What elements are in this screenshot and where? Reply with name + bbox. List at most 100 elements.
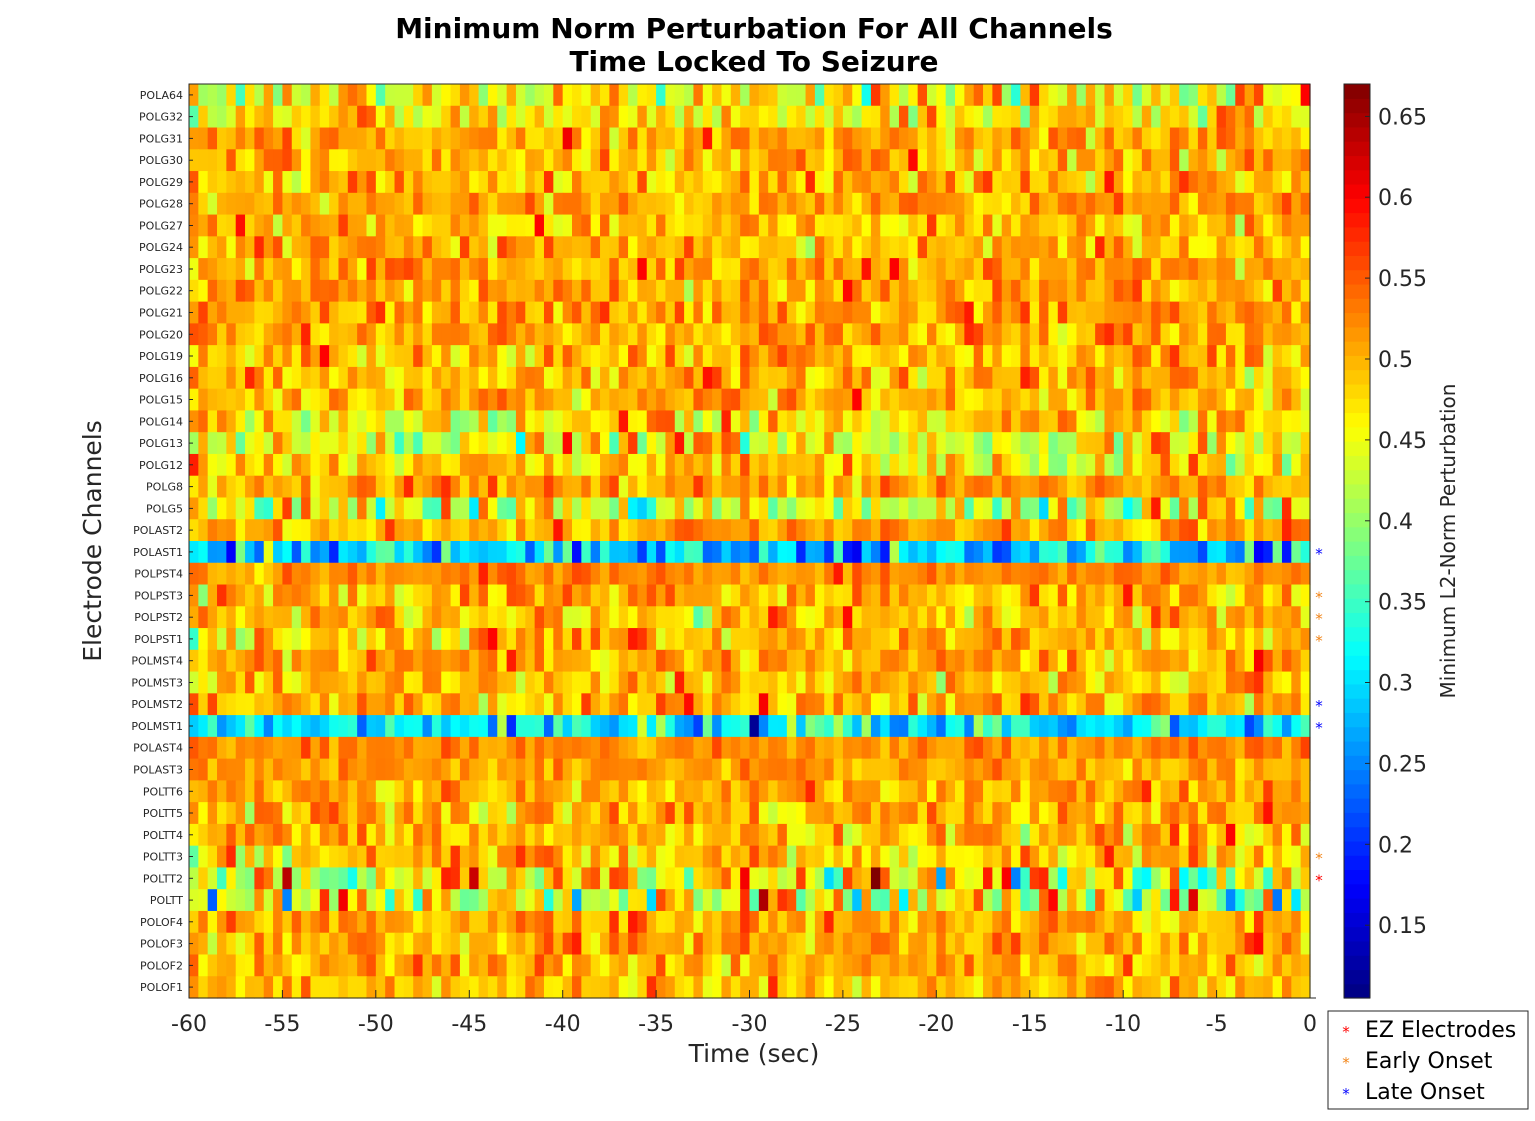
heatmap-cell	[459, 976, 470, 999]
heatmap-cell	[534, 258, 545, 281]
heatmap-cell	[1281, 715, 1292, 738]
heatmap-cell	[310, 192, 321, 216]
heatmap-cell	[338, 606, 349, 629]
heatmap-cell	[226, 410, 237, 433]
heatmap-cell	[562, 192, 573, 216]
heatmap-cell	[217, 736, 227, 760]
heatmap-cell	[1151, 410, 1162, 433]
heatmap-cell	[870, 736, 881, 760]
heatmap-cell	[291, 214, 302, 237]
heatmap-cell	[301, 214, 312, 237]
heatmap-cell	[1132, 127, 1143, 150]
heatmap-cell	[431, 301, 442, 324]
heatmap-cell	[1272, 606, 1283, 629]
heatmap-cell	[245, 649, 255, 673]
heatmap-cell	[880, 345, 891, 368]
heatmap-cell	[870, 279, 881, 303]
heatmap-cell	[693, 584, 704, 607]
heatmap-cell	[805, 432, 816, 455]
heatmap-cell	[441, 584, 452, 607]
heatmap-cell	[1179, 279, 1190, 303]
heatmap-cell	[1188, 345, 1199, 368]
heatmap-cell	[357, 127, 368, 150]
heatmap-cell	[908, 279, 919, 303]
heatmap-cell	[665, 628, 676, 651]
heatmap-cell	[749, 214, 760, 237]
heatmap-cell	[282, 301, 293, 324]
heatmap-cell	[721, 301, 732, 324]
heatmap-cell	[310, 323, 321, 346]
heatmap-cell	[301, 84, 312, 107]
heatmap-cell	[478, 715, 489, 738]
heatmap-cell	[777, 845, 788, 869]
heatmap-cell	[1095, 954, 1106, 977]
heatmap-cell	[824, 127, 835, 150]
heatmap-cell	[786, 628, 797, 651]
heatmap-cell	[478, 519, 489, 542]
heatmap-cell	[665, 127, 676, 150]
heatmap-cell	[329, 366, 340, 390]
heatmap-cell	[1001, 214, 1012, 237]
heatmap-cell	[357, 301, 368, 324]
heatmap-cell	[1300, 823, 1311, 847]
heatmap-cell	[758, 432, 769, 455]
heatmap-cell	[1160, 867, 1171, 890]
heatmap-cell	[684, 976, 695, 999]
heatmap-cell	[936, 736, 947, 760]
heatmap-cell	[441, 889, 452, 912]
heatmap-cell	[805, 976, 816, 999]
heatmap-cell	[347, 780, 358, 803]
heatmap-cell	[609, 693, 620, 716]
heatmap-cell	[656, 584, 667, 607]
heatmap-cell	[861, 867, 872, 890]
heatmap-cell	[1141, 214, 1152, 237]
heatmap-cell	[983, 214, 993, 237]
heatmap-cell	[291, 932, 302, 956]
heatmap-cell	[600, 562, 610, 586]
heatmap-cell	[693, 214, 704, 237]
heatmap-cell	[1076, 736, 1087, 760]
heatmap-cell	[1132, 954, 1143, 977]
heatmap-cell	[1253, 802, 1264, 825]
heatmap-cell	[1104, 214, 1115, 237]
heatmap-cell	[805, 693, 816, 716]
heatmap-cell	[1029, 671, 1040, 694]
heatmap-cell	[618, 258, 629, 281]
heatmap-cell	[385, 84, 396, 107]
heatmap-cell	[189, 366, 199, 390]
heatmap-cell	[207, 366, 218, 390]
heatmap-cell	[478, 149, 489, 172]
heatmap-cell	[329, 736, 340, 760]
heatmap-cell	[702, 475, 713, 499]
heatmap-cell	[618, 823, 629, 847]
heatmap-cell	[338, 954, 349, 977]
heatmap-cell	[964, 693, 975, 716]
heatmap-cell	[207, 758, 218, 781]
heatmap-cell	[973, 780, 984, 803]
heatmap-cell	[926, 649, 937, 673]
heatmap-cell	[1300, 736, 1311, 760]
heatmap-cell	[263, 628, 274, 651]
heatmap-cell	[600, 932, 610, 956]
heatmap-cell	[684, 671, 695, 694]
heatmap-cell	[189, 236, 199, 259]
heatmap-cell	[945, 606, 956, 629]
heatmap-cell	[1216, 171, 1227, 194]
heatmap-cell	[721, 845, 732, 869]
heatmap-cell	[543, 584, 554, 607]
heatmap-cell	[291, 345, 302, 368]
heatmap-cell	[543, 345, 554, 368]
heatmap-cell	[366, 214, 377, 237]
heatmap-cell	[431, 671, 442, 694]
heatmap-cell	[674, 845, 685, 869]
heatmap-cell	[422, 149, 433, 172]
heatmap-cell	[590, 192, 601, 216]
heatmap-cell	[889, 584, 900, 607]
heatmap-cell	[898, 649, 909, 673]
heatmap-cell	[562, 453, 573, 477]
heatmap-cell	[861, 823, 872, 847]
heatmap-cell	[1160, 432, 1171, 455]
heatmap-cell	[1020, 323, 1031, 346]
heatmap-cell	[721, 867, 732, 890]
heatmap-cell	[1151, 736, 1162, 760]
